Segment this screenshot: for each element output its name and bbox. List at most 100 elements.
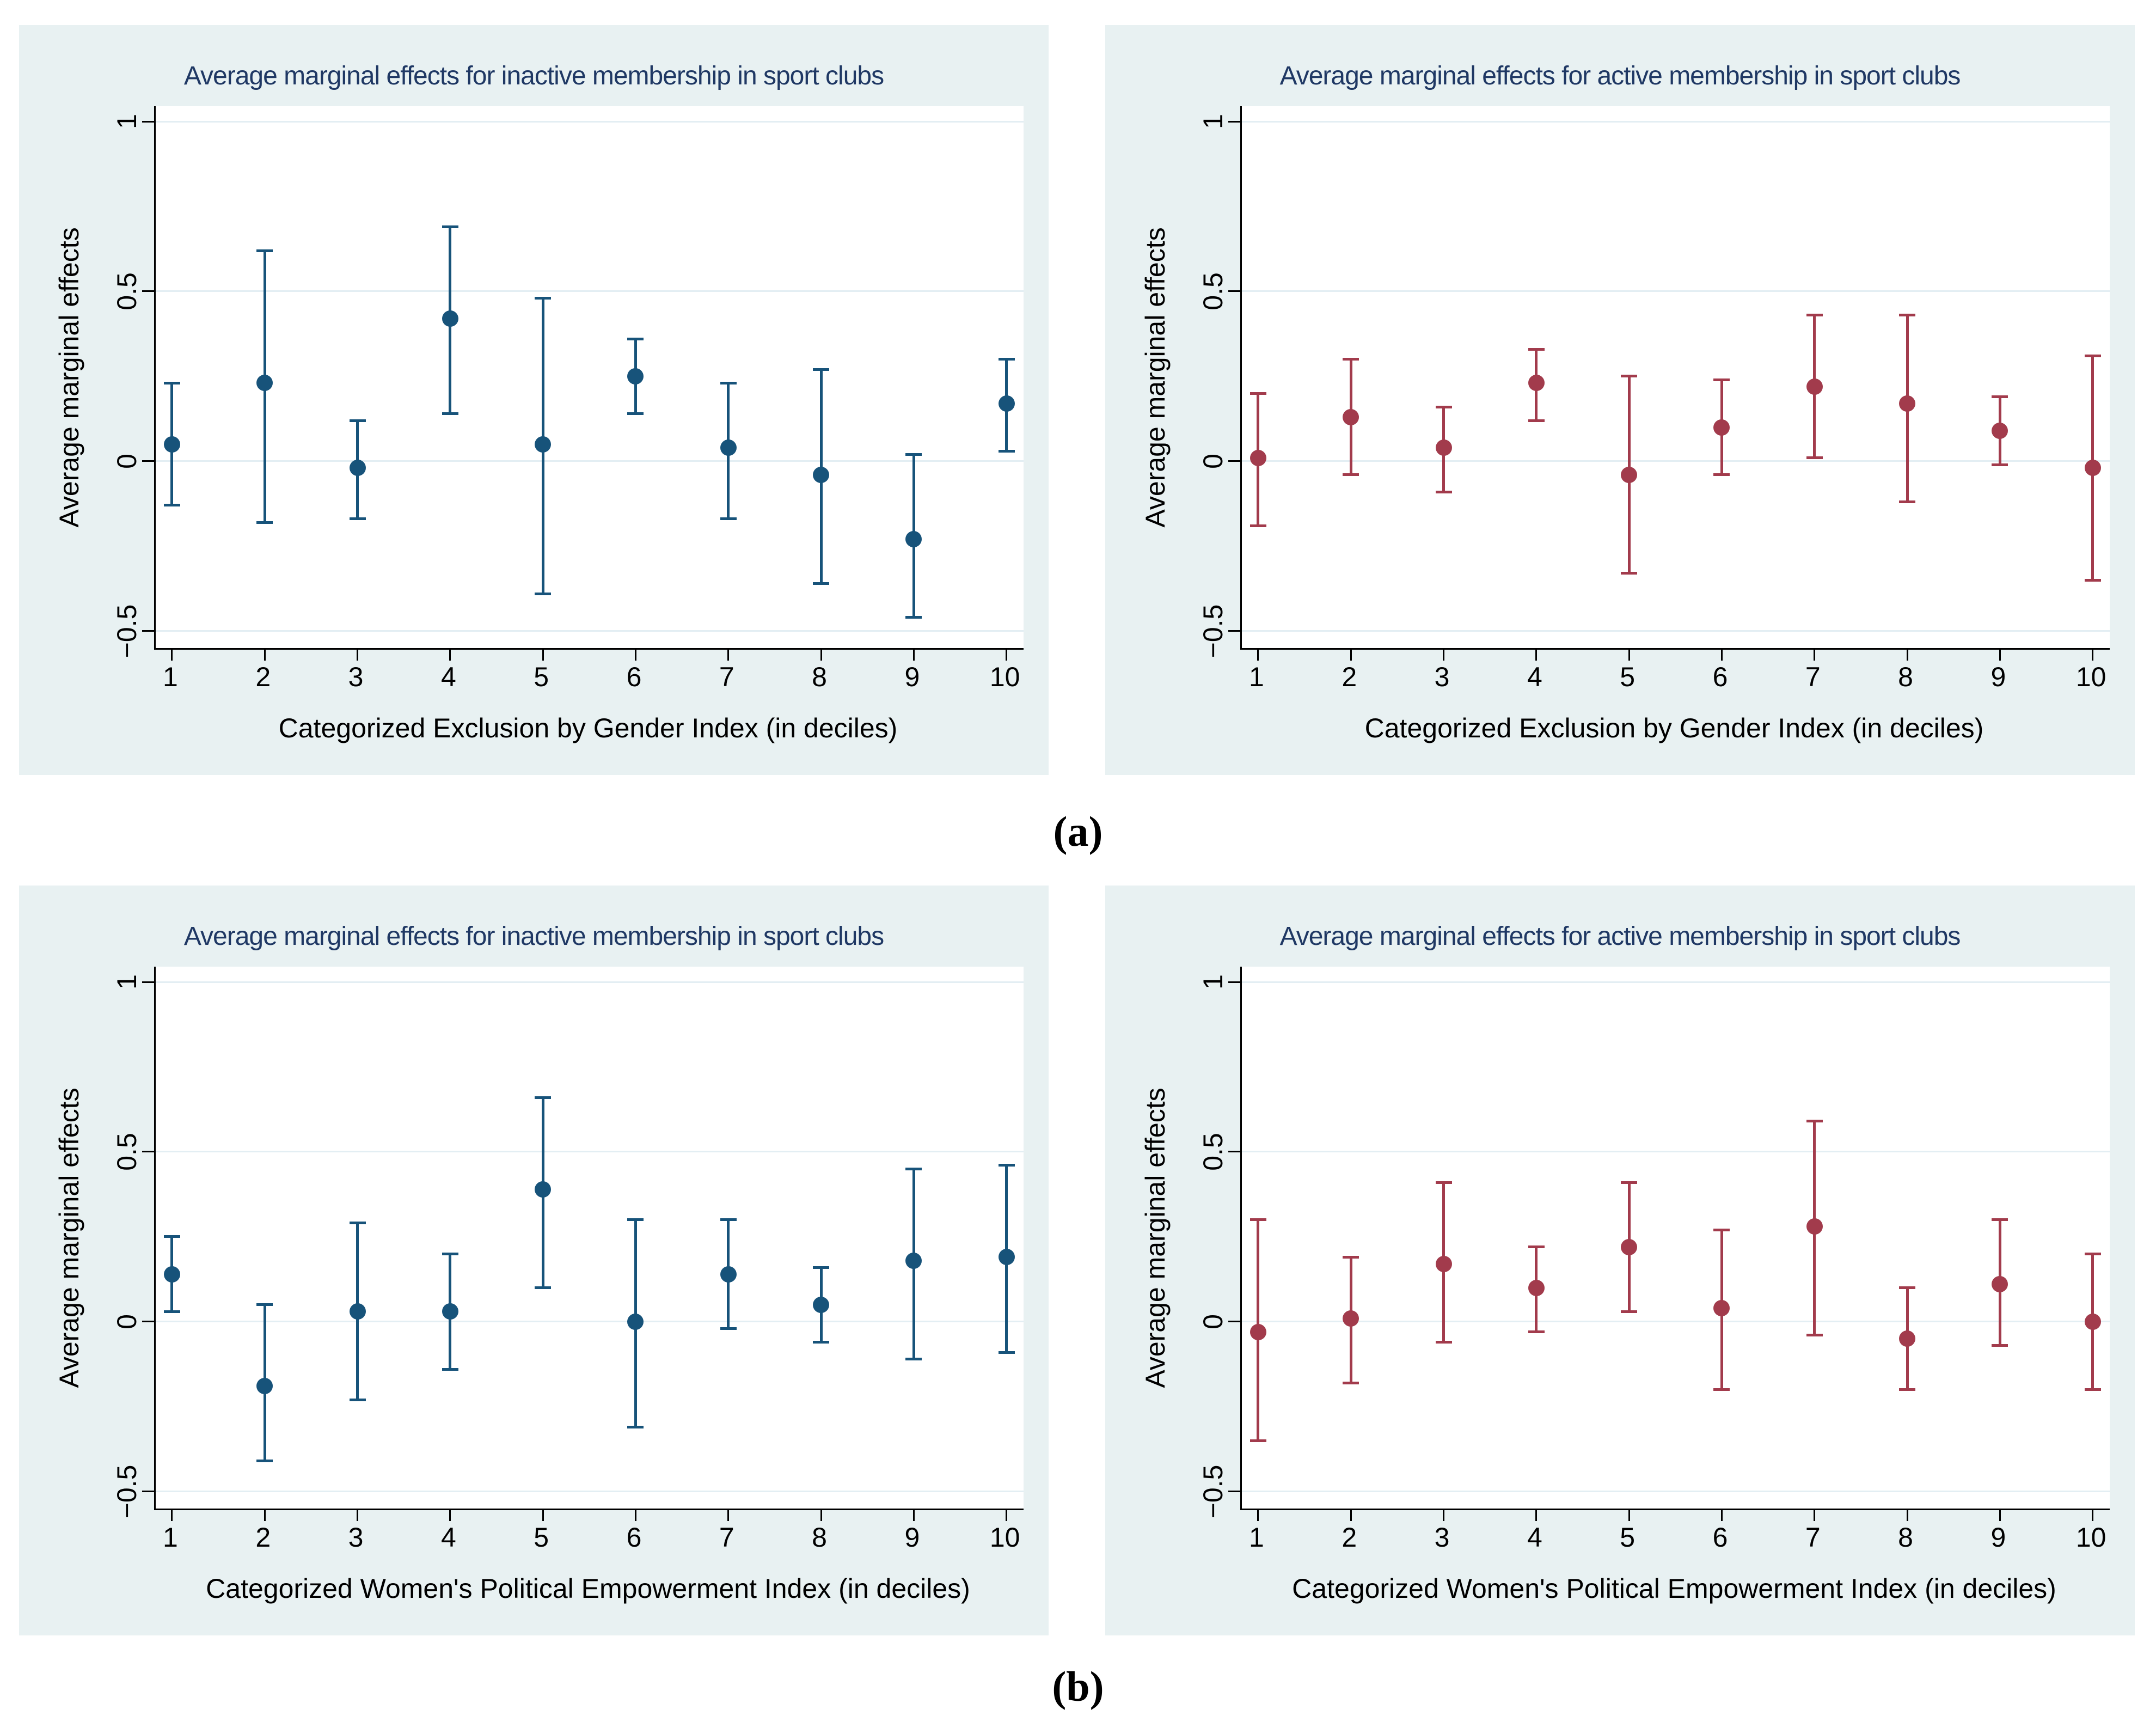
errorbar-cap-top (442, 1252, 458, 1255)
x-tick-label: 6 (626, 1522, 642, 1553)
x-tick-label: 9 (904, 662, 920, 692)
y-tick-mark (1228, 290, 1240, 292)
errorbar-cap-bottom (1250, 524, 1266, 527)
x-tick-label: 5 (534, 1522, 549, 1553)
x-tick-label: 2 (255, 1522, 271, 1553)
errorbar-cap-bottom (627, 1425, 644, 1428)
plot-area (142, 106, 1024, 661)
x-tick-mark (357, 650, 359, 661)
figure-label-a: (a) (1053, 808, 1103, 855)
gridline-y-0.5 (156, 290, 1024, 292)
x-tick-mark (449, 650, 451, 661)
data-point (1528, 375, 1545, 392)
x-tick-mark (727, 650, 730, 661)
plot-area (1228, 106, 2110, 661)
x-tick-label: 8 (812, 1522, 827, 1553)
errorbar-cap-bottom (1435, 490, 1452, 493)
y-tick-mark (1228, 1151, 1240, 1153)
x-tick-label: 2 (1342, 662, 1357, 692)
errorbar-cap-bottom (1713, 1388, 1730, 1391)
y-tick-label: −0.5 (112, 604, 142, 658)
y-tick-mark (1228, 120, 1240, 123)
errorbar-cap-bottom (905, 1358, 922, 1361)
panel-title: Average marginal effects for active memb… (1279, 62, 1961, 90)
data-point (905, 531, 922, 548)
x-tick-mark (171, 1510, 173, 1521)
data-point (720, 1266, 737, 1283)
errorbar-cap-top (1713, 378, 1730, 381)
errorbar-cap-top (1621, 1181, 1638, 1184)
data-point (256, 375, 273, 392)
errorbar-cap-bottom (535, 592, 552, 595)
data-point (1992, 422, 2008, 439)
errorbar-cap-bottom (1806, 1334, 1823, 1337)
data-point (1343, 1310, 1359, 1327)
errorbar-cap-bottom (1992, 463, 2008, 466)
errorbar-cap-top (905, 453, 922, 456)
errorbar-cap-top (256, 1303, 273, 1306)
data-point (2084, 1313, 2101, 1330)
x-tick-mark (1814, 650, 1816, 661)
y-axis-title: Average marginal effects (54, 1087, 84, 1388)
data-point (163, 436, 180, 453)
x-tick-label: 6 (1712, 662, 1728, 692)
x-tick-label: 1 (1249, 662, 1264, 692)
errorbar-cap-top (349, 1222, 366, 1225)
x-tick-mark (542, 1510, 544, 1521)
x-tick-label: 1 (163, 662, 178, 692)
x-tick-mark (1814, 1510, 1816, 1521)
data-point (349, 1303, 366, 1320)
x-tick-mark (171, 650, 173, 661)
data-point (813, 1296, 830, 1313)
data-point (1435, 1255, 1452, 1272)
errorbar-cap-top (1992, 1218, 2008, 1222)
x-tick-mark (1628, 1510, 1630, 1521)
x-tick-label: 5 (1620, 662, 1636, 692)
x-tick-mark (542, 650, 544, 661)
errorbar-cap-top (905, 1167, 922, 1170)
data-point (442, 310, 458, 327)
data-point (1435, 439, 1452, 456)
y-axis-title: Average marginal effects (1140, 1087, 1171, 1388)
y-tick-label: −0.5 (1198, 604, 1228, 658)
y-tick-mark (142, 1321, 154, 1323)
panel-b-right: Average marginal effects for active memb… (1105, 886, 2135, 1635)
y-tick-mark (1228, 981, 1240, 983)
x-tick-label: 4 (1527, 1522, 1542, 1553)
data-point (2084, 460, 2101, 477)
y-tick-mark (1228, 1491, 1240, 1493)
errorbar-cap-top (163, 1235, 180, 1238)
errorbar-cap-top (442, 225, 458, 228)
y-tick-mark (142, 630, 154, 632)
panel-b-left: Average marginal effects for inactive me… (19, 886, 1049, 1635)
y-tick-label: 1 (1198, 114, 1228, 129)
x-tick-label: 3 (348, 662, 364, 692)
errorbar-cap-bottom (998, 1351, 1015, 1354)
errorbar-cap-bottom (998, 449, 1015, 453)
data-point (1899, 395, 1916, 412)
data-point (1713, 419, 1730, 436)
y-tick-mark (142, 981, 154, 983)
errorbar-cap-top (720, 381, 737, 384)
errorbar-cap-top (1992, 395, 2008, 398)
gridline-y-−0.5 (156, 630, 1024, 632)
y-tick-mark (142, 1491, 154, 1493)
x-tick-mark (1350, 650, 1352, 661)
x-tick-label: 9 (904, 1522, 920, 1553)
data-point (1806, 378, 1823, 395)
errorbar-cap-bottom (1435, 1340, 1452, 1344)
errorbar-cap-top (1250, 1218, 1266, 1222)
x-tick-mark (912, 650, 915, 661)
errorbar-cap-top (2084, 355, 2101, 357)
errorbar-cap-bottom (905, 616, 922, 619)
x-axis-title: Categorized Women's Political Empowermen… (1292, 1573, 2056, 1604)
errorbar-cap-top (1343, 358, 1359, 361)
errorbar-cap-bottom (1528, 1330, 1545, 1334)
data-point (627, 1313, 644, 1330)
x-axis-title: Categorized Women's Political Empowermen… (206, 1573, 970, 1604)
gridline-y-1 (156, 981, 1024, 983)
errorbar-cap-top (813, 368, 830, 371)
data-point (1528, 1279, 1545, 1296)
x-tick-label: 1 (1249, 1522, 1264, 1553)
